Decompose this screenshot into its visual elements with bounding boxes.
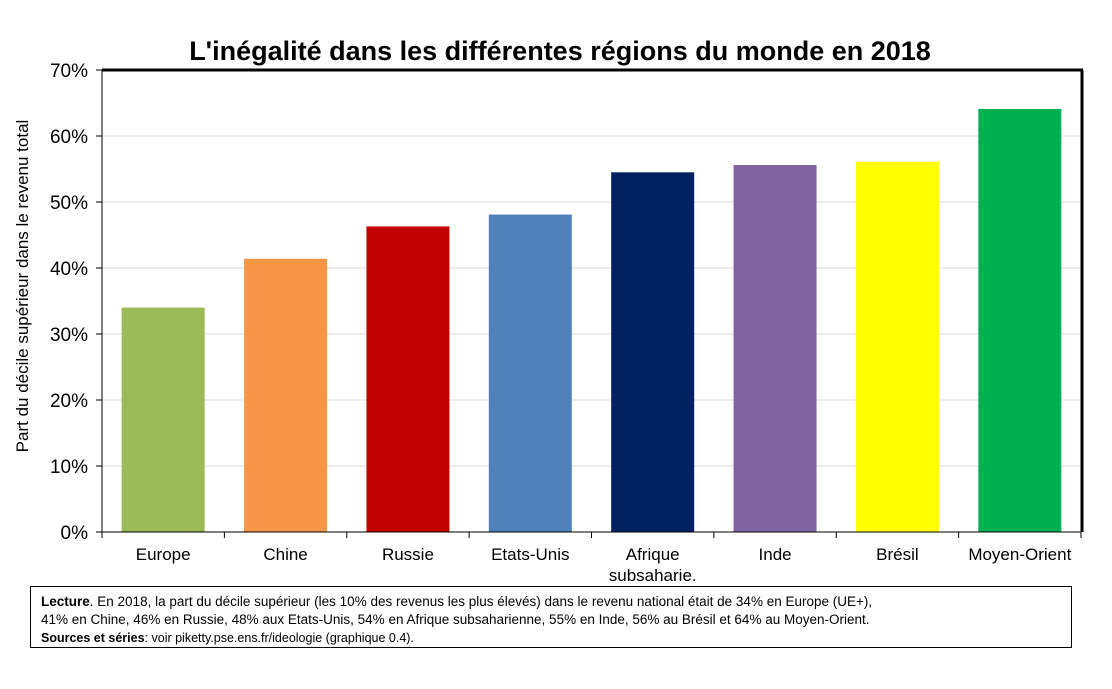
x-tick-label: Russie <box>382 545 434 564</box>
x-tick-label: Chine <box>263 545 307 564</box>
y-axis-label: Part du décile supérieur dans le revenu … <box>13 120 32 453</box>
chart-title: L'inégalité dans les différentes régions… <box>189 36 931 66</box>
lecture-label: Lecture <box>41 594 90 609</box>
x-tick-label: Inde <box>759 545 792 564</box>
caption-box: Lecture. En 2018, la part du décile supé… <box>30 586 1072 648</box>
bar <box>611 172 695 533</box>
sources-label: Sources et séries <box>41 631 145 645</box>
bar <box>978 108 1062 532</box>
bar <box>366 226 450 533</box>
bar <box>121 307 205 532</box>
y-tick-label: 70% <box>50 61 88 82</box>
x-tick-label: Afrique subsaharie. <box>609 545 697 585</box>
bar <box>855 161 939 533</box>
x-tick-label: Brésil <box>876 545 919 564</box>
sources-line: Sources et séries: voir piketty.pse.ens.… <box>41 629 1061 647</box>
bars <box>121 108 1062 533</box>
x-tick-label: Europe <box>136 545 191 564</box>
y-tick-label: 0% <box>61 523 89 544</box>
y-tick-label: 60% <box>50 127 88 148</box>
bar <box>244 258 328 532</box>
bar-chart: 0% 10% 20% 30% 40% 50% 60% 70% Europe Chine Russi… <box>13 61 1084 585</box>
lecture-line-1: Lecture. En 2018, la part du décile supé… <box>41 593 1061 611</box>
y-tick-label: 40% <box>50 259 88 280</box>
sources-text: : voir piketty.pse.ens.fr/ideologie (gra… <box>144 631 414 645</box>
y-tick-label: 10% <box>50 457 88 478</box>
bar <box>733 165 817 533</box>
bar <box>488 214 572 533</box>
x-tick-label: Moyen-Orient <box>968 545 1071 564</box>
y-tick-label: 30% <box>50 325 88 346</box>
x-tick-label: Etats-Unis <box>491 545 569 564</box>
lecture-line-2: 41% en Chine, 46% en Russie, 48% aux Eta… <box>41 612 870 627</box>
y-axis-ticks: 0% 10% 20% 30% 40% 50% 60% 70% <box>50 61 102 544</box>
y-tick-label: 20% <box>50 391 88 412</box>
lecture-text-1: . En 2018, la part du décile supérieur (… <box>89 594 873 609</box>
y-tick-label: 50% <box>50 193 88 214</box>
x-axis-ticks: Europe Chine Russie Etats-Unis Afrique subsah… <box>101 532 1082 585</box>
